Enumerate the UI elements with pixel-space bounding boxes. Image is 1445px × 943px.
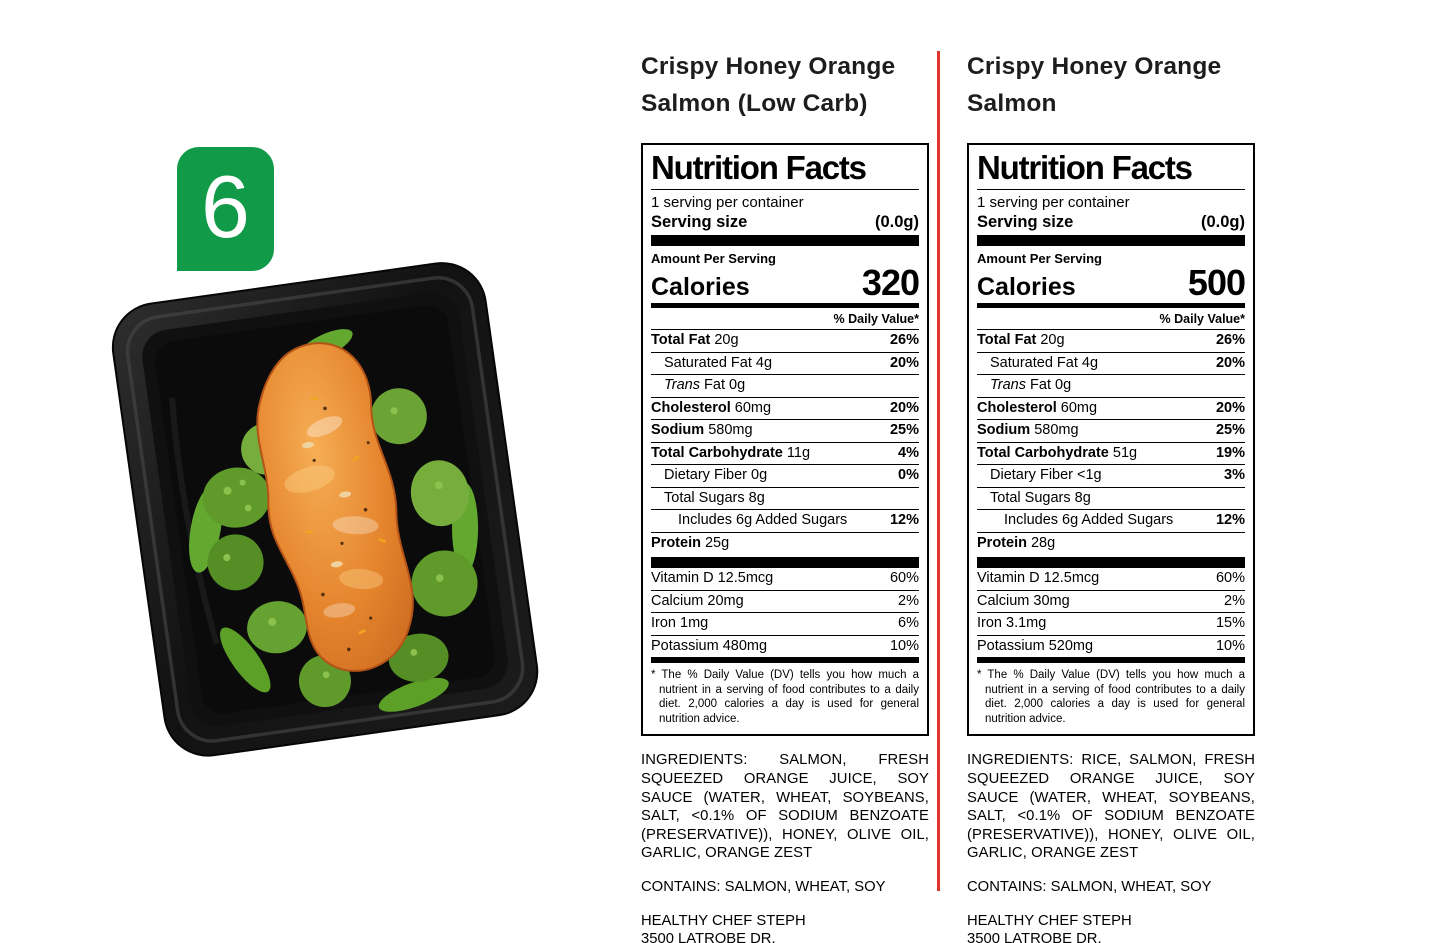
- medium-rule: [651, 657, 919, 663]
- nutrient-row-added-sugars: Includes 6g Added Sugars 12%: [977, 510, 1245, 533]
- meal-number: 6: [201, 157, 250, 256]
- thick-rule: [977, 235, 1245, 246]
- medium-rule: [651, 303, 919, 308]
- label-regular: Crispy Honey Orange Salmon Nutrition Fac…: [967, 0, 1255, 943]
- nutrient-row-fiber: Dietary Fiber 0g 0%: [651, 465, 919, 488]
- meal-tray-illustration: [111, 262, 539, 757]
- micro-row-potassium: Potassium 520mg 10%: [977, 637, 1245, 654]
- calories-value: 320: [861, 262, 920, 303]
- daily-value-footnote: * The % Daily Value (DV) tells you how m…: [651, 669, 919, 725]
- producer-street: 3500 LATROBE DR,: [641, 930, 776, 943]
- product-title-line1: Crispy Honey Orange: [967, 53, 1222, 80]
- calories-row: Calories 500: [977, 262, 1246, 303]
- daily-value-header: % Daily Value*: [651, 308, 919, 330]
- producer-name: HEALTHY CHEF STEPH: [967, 912, 1132, 929]
- meal-number-badge: 6: [177, 147, 274, 271]
- product-title: Crispy Honey Orange Salmon: [967, 0, 1255, 122]
- thick-rule: [651, 557, 919, 568]
- nutrition-facts-heading: Nutrition Facts: [651, 149, 919, 190]
- medium-rule: [977, 303, 1245, 308]
- calories-label: Calories: [977, 273, 1076, 301]
- nutrient-row-fiber: Dietary Fiber <1g 3%: [977, 465, 1245, 488]
- nutrient-row-added-sugars: Includes 6g Added Sugars 12%: [651, 510, 919, 533]
- column-divider-line: [937, 51, 940, 891]
- serving-size-label: Serving size: [651, 213, 748, 231]
- amount-per-serving: Amount Per Serving: [977, 251, 1102, 266]
- nutrient-row-protein: Protein 25g: [651, 534, 730, 551]
- label-low-carb: Crispy Honey Orange Salmon (Low Carb) Nu…: [641, 0, 929, 943]
- serving-size-row: Serving size (0.0g): [977, 212, 1245, 232]
- micro-row-vitamin-d: Vitamin D 12.5mcg 60%: [651, 568, 919, 591]
- producer-name: HEALTHY CHEF STEPH: [641, 912, 806, 929]
- producer-address: HEALTHY CHEF STEPH 3500 LATROBE DR, CHAR…: [967, 912, 1255, 943]
- nutrient-row-cholesterol: Cholesterol 60mg 20%: [977, 398, 1245, 420]
- serving-size-row: Serving size (0.0g): [651, 212, 919, 232]
- product-title-line1: Crispy Honey Orange: [641, 53, 896, 80]
- nutrient-row-carbohydrate: Total Carbohydrate 51g 19%: [977, 443, 1245, 465]
- micro-row-vitamin-d: Vitamin D 12.5mcg 60%: [977, 568, 1245, 591]
- daily-value-footnote: * The % Daily Value (DV) tells you how m…: [977, 669, 1245, 725]
- nutrient-row-total-fat: Total Fat 20g 26%: [651, 330, 919, 353]
- nutrient-row-trans-fat: Trans Fat 0g: [977, 375, 1245, 398]
- serving-size-label: Serving size: [977, 213, 1074, 231]
- thick-rule: [651, 235, 919, 246]
- product-title-line2: Salmon: [967, 90, 1057, 117]
- nutrition-facts-panel: Nutrition Facts 1 serving per container …: [641, 143, 929, 737]
- meal-photo: [88, 228, 556, 780]
- servings-per-container: 1 serving per container: [977, 194, 1130, 211]
- product-title-line2: Salmon (Low Carb): [641, 90, 868, 117]
- ingredients-text: INGREDIENTS: RICE, SALMON, FRESH SQUEEZE…: [967, 752, 1255, 862]
- calories-value: 500: [1187, 262, 1246, 303]
- nutrient-row-total-sugars: Total Sugars 8g: [977, 488, 1245, 510]
- calories-label: Calories: [651, 273, 750, 301]
- allergens-text: CONTAINS: SALMON, WHEAT, SOY: [641, 878, 886, 895]
- nutrition-facts-heading: Nutrition Facts: [977, 149, 1245, 190]
- product-title: Crispy Honey Orange Salmon (Low Carb): [641, 0, 929, 122]
- medium-rule: [977, 657, 1245, 663]
- nutrient-row-total-fat: Total Fat 20g 26%: [977, 330, 1245, 353]
- serving-size-value: (0.0g): [874, 213, 919, 231]
- nutrient-row-sodium: Sodium 580mg 25%: [651, 420, 919, 443]
- calories-row: Calories 320: [651, 262, 920, 303]
- nutrient-row-saturated-fat: Saturated Fat 4g 20%: [977, 353, 1245, 375]
- micro-row-potassium: Potassium 480mg 10%: [651, 637, 919, 654]
- daily-value-header: % Daily Value*: [977, 308, 1245, 330]
- producer-street: 3500 LATROBE DR,: [967, 930, 1102, 943]
- nutrient-row-carbohydrate: Total Carbohydrate 11g 4%: [651, 443, 919, 465]
- salmon-fillet: [256, 342, 414, 672]
- allergens-text: CONTAINS: SALMON, WHEAT, SOY: [967, 878, 1212, 895]
- micro-row-calcium: Calcium 20mg 2%: [651, 591, 919, 613]
- serving-size-value: (0.0g): [1200, 213, 1245, 231]
- nutrient-row-protein: Protein 28g: [977, 534, 1056, 551]
- nutrient-row-sodium: Sodium 580mg 25%: [977, 420, 1245, 443]
- micro-row-iron: Iron 1mg 6%: [651, 613, 919, 636]
- ingredients-text: INGREDIENTS: SALMON, FRESH SQUEEZED ORAN…: [641, 752, 929, 862]
- nutrient-row-cholesterol: Cholesterol 60mg 20%: [651, 398, 919, 420]
- nutrition-facts-panel: Nutrition Facts 1 serving per container …: [967, 143, 1255, 737]
- nutrient-row-trans-fat: Trans Fat 0g: [651, 375, 919, 398]
- thick-rule: [977, 557, 1245, 568]
- amount-per-serving: Amount Per Serving: [651, 251, 776, 266]
- micro-row-iron: Iron 3.1mg 15%: [977, 613, 1245, 636]
- servings-per-container: 1 serving per container: [651, 194, 804, 211]
- producer-address: HEALTHY CHEF STEPH 3500 LATROBE DR, CHAR…: [641, 912, 929, 943]
- nutrient-row-total-sugars: Total Sugars 8g: [651, 488, 919, 510]
- micro-row-calcium: Calcium 30mg 2%: [977, 591, 1245, 613]
- nutrient-row-saturated-fat: Saturated Fat 4g 20%: [651, 353, 919, 375]
